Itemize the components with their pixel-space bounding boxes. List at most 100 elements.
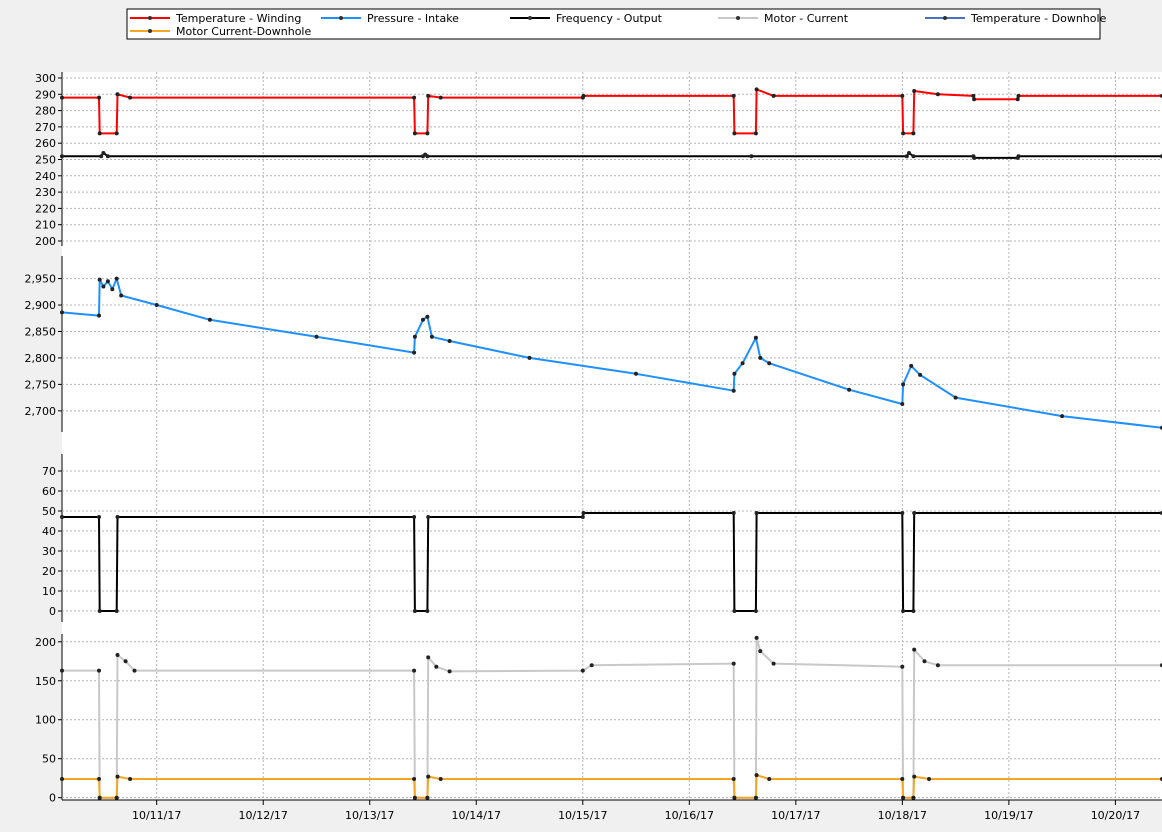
plot-area: 2002102202302402502602702802903002,7002,… [25,72,1162,805]
y-tick-label: 220 [35,202,56,215]
y-tick-label: 200 [35,636,56,649]
legend-label: Pressure - Intake [367,12,459,25]
data-point [972,97,977,102]
data-point [97,313,101,318]
data-point [105,154,110,159]
legend-marker [943,16,947,20]
legend-label: Motor Current-Downhole [176,25,311,38]
data-point [97,131,102,136]
data-point [581,93,586,98]
y-tick-label: 300 [35,72,56,85]
y-tick-label: 50 [42,753,56,766]
data-point [767,361,772,366]
y-tick-label: 260 [35,137,56,150]
legend-label: Temperature - Downhole [970,12,1107,25]
data-point [904,154,909,159]
legend-item[interactable]: Motor - Current [718,12,849,25]
data-point [527,355,532,360]
panel-temperature: 200 210 220 230 240 250 260 270 280 290 300 [35,72,1162,248]
data-point [900,511,905,515]
data-point [912,774,917,779]
data-point [758,649,763,654]
data-point [425,314,430,319]
series-markers [60,276,1162,430]
data-point [580,668,585,673]
data-point [60,154,64,159]
data-point [912,647,917,652]
data-point [912,89,917,93]
data-point [731,661,736,666]
data-point [900,402,905,406]
x-tick-label: 10/13/17 [345,809,394,822]
data-point [731,511,736,515]
data-point [447,669,452,674]
y-tick-label: 70 [42,465,56,478]
legend: Temperature - Winding Pressure - Intake Fr… [126,8,1107,40]
data-point [412,609,417,613]
y-tick-label: 100 [35,714,56,727]
data-point [1016,154,1021,159]
data-point [429,334,434,339]
data-point [425,609,430,613]
data-point [909,363,914,368]
data-point [115,515,120,519]
legend-item[interactable]: Temperature - Winding [130,12,301,25]
data-point [434,664,439,669]
data-point [953,395,958,400]
data-point [1015,97,1020,102]
data-point [97,277,102,282]
data-point [754,87,759,92]
data-point [580,515,585,519]
data-point [900,664,905,669]
data-point [114,131,119,136]
data-point [115,653,120,657]
y-tick-label: 2,900 [25,299,57,312]
data-point [60,310,64,315]
data-point [60,95,64,100]
y-tick-label: 280 [35,105,56,118]
data-point [935,663,940,668]
y-tick-label: 2,950 [25,273,57,286]
legend-marker [339,16,343,20]
data-point [426,655,431,660]
data-point [1060,414,1065,419]
data-point [911,795,916,800]
data-point [412,515,417,519]
data-point [154,303,159,307]
data-point [412,131,417,136]
data-point [207,317,212,322]
data-point [412,95,417,100]
data-point [97,668,101,673]
x-tick-label: 10/20/17 [1091,809,1140,822]
y-tick-label: 10 [42,585,56,598]
data-point [1016,93,1021,98]
y-tick-label: 40 [42,525,56,538]
y-tick-label: 270 [35,121,56,134]
x-tick-label: 10/11/17 [132,809,181,822]
x-tick-label: 10/18/17 [878,809,927,822]
y-tick-label: 30 [42,545,56,558]
legend-item[interactable]: Temperature - Downhole [925,12,1107,25]
legend-item[interactable]: Frequency - Output [510,12,663,25]
legend-marker [528,16,532,20]
data-point [412,777,417,781]
data-point [911,154,916,159]
y-tick-label: 2,850 [25,325,57,338]
data-point [581,511,586,515]
y-tick-label: 150 [35,675,56,688]
series-line [62,88,1162,135]
data-point [97,515,101,519]
data-point [753,131,758,136]
data-point [97,609,102,613]
data-point [918,372,923,377]
data-point [97,95,101,100]
legend-item[interactable]: Pressure - Intake [321,12,459,25]
data-point [935,92,940,97]
y-tick-label: 2,700 [25,405,57,418]
data-point [447,339,452,343]
data-point [97,777,101,781]
legend-item[interactable]: Motor Current-Downhole [130,25,311,38]
x-tick-label: 10/16/17 [665,809,714,822]
data-point [119,293,124,298]
data-point [771,661,776,666]
